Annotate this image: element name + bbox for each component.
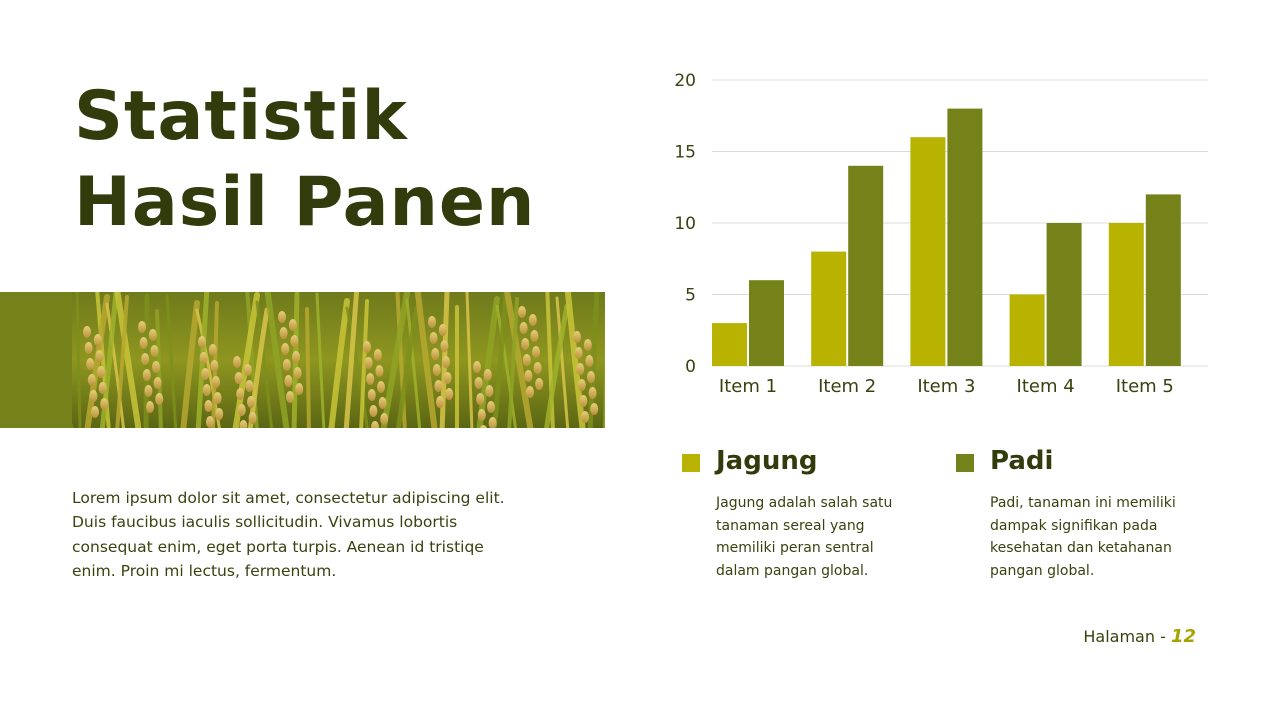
footer-label: Halaman - [1083, 627, 1171, 646]
bar-jagung-item-3 [910, 137, 946, 366]
legend-name-padi: Padi [990, 446, 1054, 476]
y-tick-label: 5 [685, 286, 696, 306]
accent-block [0, 292, 72, 428]
y-tick-label: 20 [674, 71, 696, 91]
bar-padi-item-2 [848, 165, 884, 366]
y-tick-label: 0 [685, 357, 696, 377]
body-paragraph: Lorem ipsum dolor sit amet, consectetur … [72, 488, 505, 581]
page-footer: Halaman - 12 [1083, 626, 1196, 648]
x-tick-label: Item 1 [719, 376, 777, 397]
page-title: Statistik Hasil Panen [74, 74, 634, 246]
title-line-2: Hasil Panen [74, 163, 536, 242]
bar-padi-item-1 [749, 280, 784, 366]
legend-name-jagung: Jagung [716, 446, 818, 476]
y-tick-label: 15 [674, 143, 696, 163]
page-number: 12 [1170, 626, 1196, 647]
legend-description-padi: Padi, tanaman ini memiliki dampak signif… [990, 495, 1176, 579]
x-tick-label: Item 2 [818, 376, 876, 397]
x-tick-label: Item 5 [1116, 376, 1174, 397]
bar-padi-item-5 [1145, 194, 1181, 366]
bar-padi-item-4 [1046, 223, 1082, 366]
title-line-1: Statistik [74, 77, 408, 156]
legend-swatch-padi [956, 454, 974, 472]
x-tick-label: Item 4 [1017, 376, 1075, 397]
bar-jagung-item-1 [712, 323, 747, 366]
rice-field-photo [72, 292, 605, 428]
bar-jagung-item-4 [1009, 294, 1045, 366]
legend-description-jagung: Jagung adalah salah satu tanaman sereal … [716, 495, 893, 579]
x-tick-label: Item 3 [917, 376, 975, 397]
bar-padi-item-3 [947, 108, 983, 366]
y-tick-label: 10 [674, 214, 696, 234]
bar-jagung-item-2 [811, 251, 847, 366]
legend-swatch-jagung [682, 454, 700, 472]
bar-jagung-item-5 [1108, 223, 1144, 366]
bar-chart: 0 5 10 15 20 Item 1 Item 2 Item 3 Item 4 Item 5 [660, 60, 1220, 410]
